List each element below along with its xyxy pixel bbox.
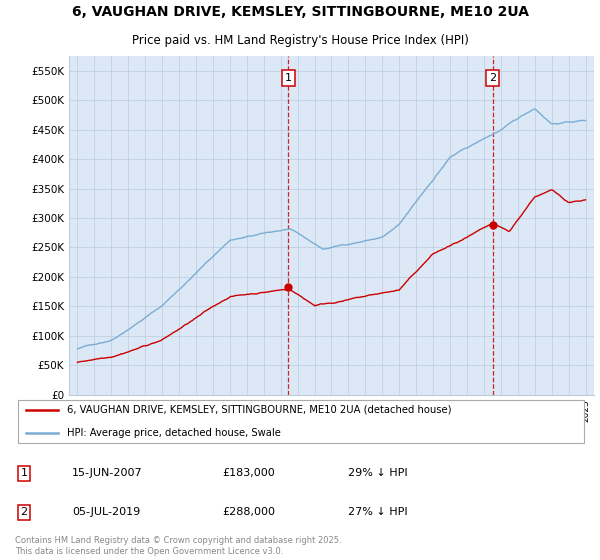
Text: Price paid vs. HM Land Registry's House Price Index (HPI): Price paid vs. HM Land Registry's House … — [131, 34, 469, 47]
Point — [284, 282, 293, 291]
FancyBboxPatch shape — [18, 399, 584, 444]
Text: £183,000: £183,000 — [222, 468, 275, 478]
Text: 05-JUL-2019: 05-JUL-2019 — [72, 507, 140, 517]
Text: 29% ↓ HPI: 29% ↓ HPI — [348, 468, 407, 478]
Text: Contains HM Land Registry data © Crown copyright and database right 2025.
This d: Contains HM Land Registry data © Crown c… — [15, 536, 341, 556]
Text: 1: 1 — [20, 468, 28, 478]
Text: £288,000: £288,000 — [222, 507, 275, 517]
Text: 15-JUN-2007: 15-JUN-2007 — [72, 468, 143, 478]
Text: 6, VAUGHAN DRIVE, KEMSLEY, SITTINGBOURNE, ME10 2UA (detached house): 6, VAUGHAN DRIVE, KEMSLEY, SITTINGBOURNE… — [67, 405, 451, 415]
Text: 27% ↓ HPI: 27% ↓ HPI — [348, 507, 407, 517]
Text: 2: 2 — [20, 507, 28, 517]
Text: 2: 2 — [489, 73, 496, 83]
Text: 6, VAUGHAN DRIVE, KEMSLEY, SITTINGBOURNE, ME10 2UA: 6, VAUGHAN DRIVE, KEMSLEY, SITTINGBOURNE… — [71, 5, 529, 19]
Point — [488, 221, 497, 230]
Text: HPI: Average price, detached house, Swale: HPI: Average price, detached house, Swal… — [67, 428, 280, 438]
Text: 1: 1 — [285, 73, 292, 83]
